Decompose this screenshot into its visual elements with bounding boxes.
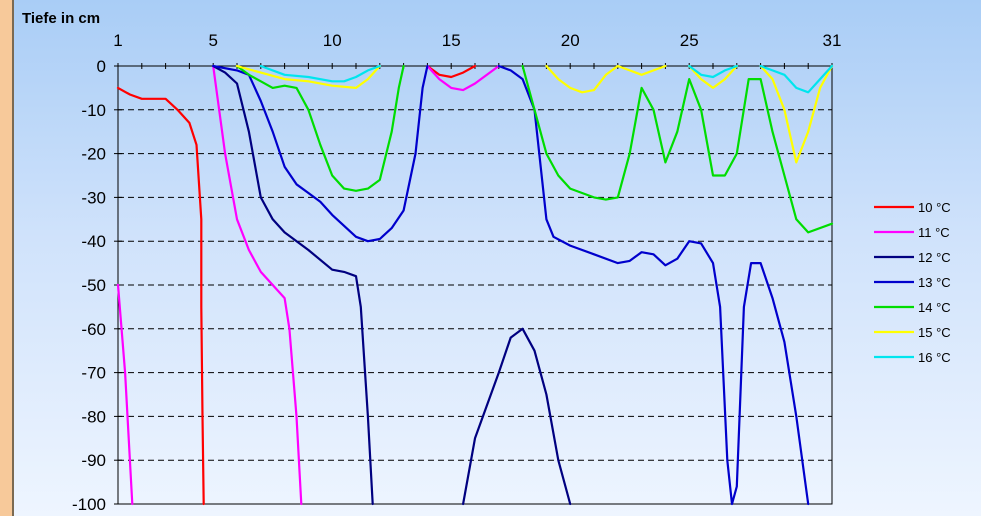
x-tick-label: 20 <box>561 31 580 50</box>
legend-label: 15 °C <box>918 325 951 340</box>
y-tick-label: -70 <box>81 364 106 383</box>
grid-lines <box>118 109 832 461</box>
series-line <box>212 64 303 506</box>
series-line <box>212 64 374 506</box>
y-tick-label: -60 <box>81 320 106 339</box>
legend-label: 11 °C <box>918 225 950 240</box>
x-tick-label: 5 <box>208 31 217 50</box>
y-tick-label: -80 <box>81 407 106 426</box>
x-tick-label: 15 <box>442 31 461 50</box>
y-tick-labels: 0 -10 -20 -30 -40 -50 -60 -70 -80 -90 -100 <box>72 57 106 514</box>
series-line <box>212 64 429 243</box>
series-line <box>462 327 572 506</box>
y-axis-title: Tiefe in cm <box>22 10 100 27</box>
y-tick-label: 0 <box>97 57 106 76</box>
series-line <box>116 283 134 506</box>
legend-label: 12 °C <box>918 250 951 265</box>
series-line <box>259 64 381 83</box>
x-tick-label: 1 <box>113 31 122 50</box>
series-line <box>426 64 477 79</box>
legend-label: 10 °C <box>918 200 951 215</box>
series-line <box>521 64 834 234</box>
legend: 10 °C 11 °C 12 °C 13 °C 14 °C 15 °C 16 °C <box>874 200 951 365</box>
y-tick-label: -100 <box>72 495 106 514</box>
y-tick-label: -50 <box>81 276 106 295</box>
series-line <box>235 64 405 192</box>
series-line <box>688 64 738 90</box>
line-chart: Tiefe in cm 1 5 10 15 20 25 31 0-10-20-30-40-5… <box>22 10 951 514</box>
series-lines <box>116 64 834 506</box>
series-line <box>759 64 834 94</box>
series-line <box>688 64 738 79</box>
y-tick-label: -40 <box>81 232 106 251</box>
legend-label: 14 °C <box>918 300 951 315</box>
y-tick-label: -10 <box>81 101 106 120</box>
y-tick-label: -20 <box>81 145 106 164</box>
y-tick-label: -90 <box>81 451 106 470</box>
x-tick-label: 31 <box>823 31 842 50</box>
series-line <box>426 64 500 92</box>
series-line <box>116 86 205 506</box>
x-tick-label: 25 <box>680 31 699 50</box>
x-tick-label: 10 <box>323 31 342 50</box>
series-line <box>545 64 667 94</box>
chart-panel: Tiefe in cm 1 5 10 15 20 25 31 0 -10 -20 -30 -40 -5… <box>12 0 981 516</box>
y-tick-label: -30 <box>81 188 106 207</box>
legend-label: 16 °C <box>918 350 951 365</box>
x-tick-labels: 1 5 10 15 20 25 31 <box>113 31 841 50</box>
series-line <box>759 64 834 164</box>
series-line <box>235 64 381 90</box>
legend-label: 13 °C <box>918 275 951 290</box>
series-line <box>497 64 810 506</box>
